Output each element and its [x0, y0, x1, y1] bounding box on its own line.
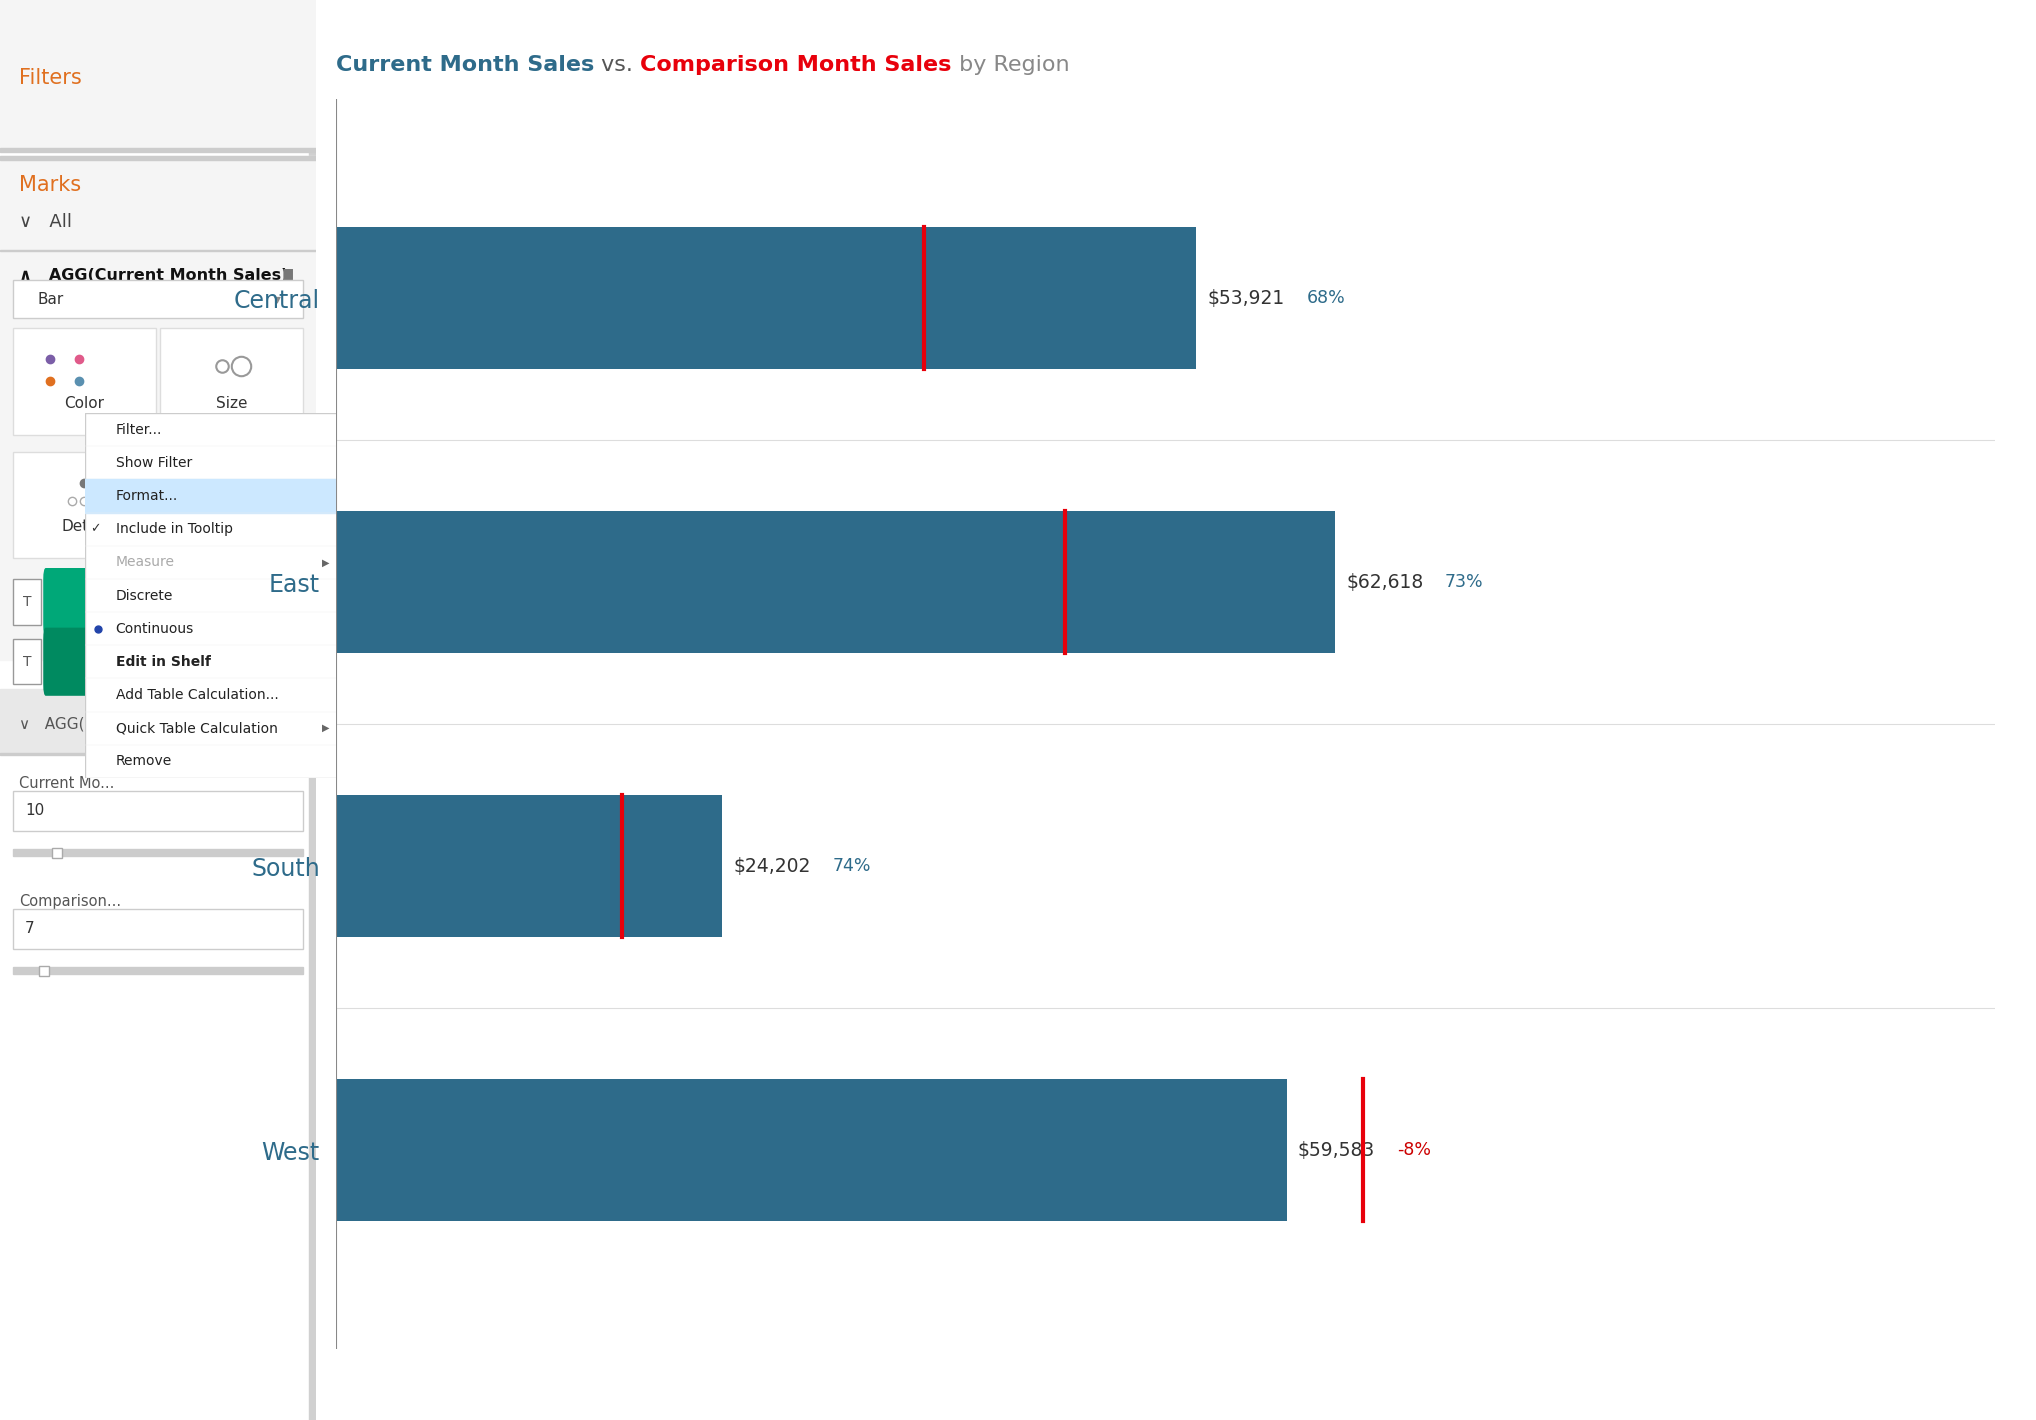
Text: Current Mo...: Current Mo...: [18, 777, 114, 791]
Text: T: T: [22, 595, 31, 609]
Bar: [0, 156, 316, 660]
Text: vs.: vs.: [595, 55, 639, 75]
FancyBboxPatch shape: [12, 639, 41, 684]
Text: Measure: Measure: [116, 555, 175, 569]
Text: Format...: Format...: [116, 488, 177, 503]
Text: $59,583: $59,583: [1297, 1140, 1374, 1160]
Text: $24,202: $24,202: [733, 856, 810, 876]
Text: Comparison Month Sales: Comparison Month Sales: [639, 55, 951, 75]
Text: Add Table Calculation...: Add Table Calculation...: [116, 689, 279, 701]
Text: 68%: 68%: [1307, 290, 1346, 307]
FancyBboxPatch shape: [12, 452, 157, 558]
Bar: [86, 480, 340, 513]
Text: ▶: ▶: [322, 723, 330, 733]
FancyBboxPatch shape: [12, 909, 303, 949]
Text: by Region: by Region: [951, 55, 1069, 75]
Text: 🗨: 🗨: [224, 480, 238, 500]
Text: Comparison...: Comparison...: [18, 895, 120, 909]
Text: Include in Tooltip: Include in Tooltip: [116, 523, 232, 537]
Text: Bar: Bar: [39, 293, 63, 307]
Text: 10: 10: [24, 804, 45, 818]
Text: Show Filter: Show Filter: [116, 456, 191, 470]
FancyBboxPatch shape: [43, 568, 309, 636]
Text: Discrete: Discrete: [116, 588, 173, 602]
Text: ∧   AGG(Current Month Sales): ∧ AGG(Current Month Sales): [18, 268, 289, 283]
Bar: [12, 967, 303, 974]
FancyBboxPatch shape: [12, 791, 303, 831]
Text: Tooltip: Tooltip: [206, 520, 257, 534]
Bar: [0, 250, 316, 251]
Text: Size: Size: [216, 396, 246, 410]
Text: ▾: ▾: [275, 293, 281, 307]
Text: Color: Color: [65, 396, 104, 410]
Text: ✓: ✓: [90, 523, 100, 535]
Text: Remove: Remove: [116, 754, 171, 768]
Text: AGG(% Change): AGG(% Change): [110, 655, 218, 669]
Text: $62,618: $62,618: [1346, 572, 1423, 592]
FancyBboxPatch shape: [159, 328, 303, 435]
Text: T: T: [22, 655, 31, 669]
Bar: [0, 156, 316, 160]
Text: -8%: -8%: [1397, 1142, 1431, 1159]
Text: Detail: Detail: [61, 520, 106, 534]
Text: Marks: Marks: [18, 175, 81, 195]
Bar: [0, 148, 316, 152]
Bar: [336, 511, 1336, 653]
Bar: [336, 227, 1197, 369]
FancyBboxPatch shape: [12, 328, 157, 435]
Text: 74%: 74%: [833, 858, 871, 875]
Text: ∨   All: ∨ All: [18, 213, 71, 230]
Text: Filters: Filters: [18, 68, 81, 88]
Text: Continuous: Continuous: [116, 622, 193, 636]
Bar: [336, 1079, 1287, 1221]
Text: Filter...: Filter...: [116, 423, 163, 436]
Text: ▾: ▾: [275, 655, 281, 669]
Text: ▶: ▶: [322, 557, 330, 568]
FancyBboxPatch shape: [159, 452, 303, 558]
Text: AGG(Current Month Sales): AGG(Current Month Sales): [90, 595, 265, 609]
Text: 7: 7: [24, 922, 35, 936]
Bar: [0, 753, 316, 755]
Bar: [0, 689, 316, 753]
FancyBboxPatch shape: [12, 280, 303, 318]
Text: 73%: 73%: [1446, 574, 1484, 591]
Text: Edit in Shelf: Edit in Shelf: [116, 655, 210, 669]
Text: Current Month Sales: Current Month Sales: [336, 55, 595, 75]
FancyBboxPatch shape: [43, 628, 285, 696]
Bar: [309, 0, 316, 1420]
Text: Quick Table Calculation: Quick Table Calculation: [116, 721, 277, 736]
Text: $53,921: $53,921: [1207, 288, 1285, 308]
Bar: [336, 795, 723, 937]
Text: ▐▌: ▐▌: [277, 268, 299, 283]
Bar: [0, 0, 316, 149]
FancyBboxPatch shape: [12, 579, 41, 625]
Bar: [12, 849, 303, 856]
Text: ∨   AGG(Cor...: ∨ AGG(Cor...: [18, 717, 124, 731]
